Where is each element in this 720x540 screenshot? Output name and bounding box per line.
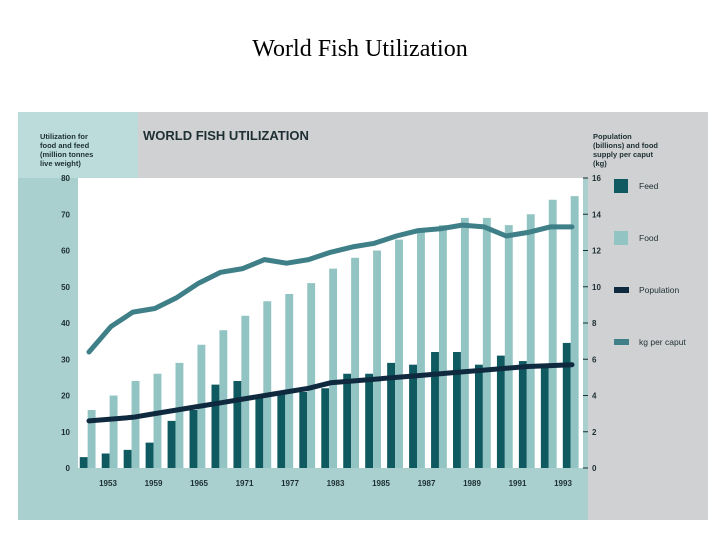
bar-feed	[365, 373, 374, 468]
bar-food	[373, 250, 381, 468]
x-tick-label: 1971	[236, 479, 254, 488]
x-tick-label: 1965	[190, 479, 208, 488]
bar-feed	[518, 361, 527, 468]
legend-swatch-population	[614, 287, 629, 293]
bar-food	[460, 217, 469, 468]
bar-food	[526, 214, 535, 468]
bar-food	[263, 301, 272, 468]
line-kg-per-caput	[86, 222, 575, 355]
x-tick-label: 1977	[281, 479, 299, 488]
bar-food	[109, 395, 118, 468]
bar-feed	[562, 342, 571, 468]
x-tick-label: 1959	[145, 479, 163, 488]
bar-food	[131, 381, 140, 468]
left-axis-header-background	[18, 112, 138, 178]
bar-food	[87, 410, 96, 468]
left-tick-label: 40	[61, 319, 70, 328]
left-tick-label: 80	[61, 174, 70, 183]
legend-swatch-feed	[614, 179, 628, 193]
bar-food	[417, 232, 425, 468]
bar-feed	[255, 395, 264, 468]
right-tick-label: 10	[592, 283, 601, 292]
bar-feed	[453, 352, 461, 468]
bar-food	[438, 225, 447, 468]
legend-label-population: Population	[639, 285, 679, 295]
left-tick-label: 60	[61, 247, 70, 256]
bar-food	[548, 199, 557, 468]
legend-panel-background	[588, 112, 708, 520]
right-axis-title: Population (billions) and food supply per …	[593, 132, 658, 168]
bar-feed	[277, 391, 286, 468]
legend-label-food: Food	[639, 233, 659, 243]
line-population	[86, 362, 575, 424]
bar-food	[482, 217, 491, 468]
bar-food	[570, 196, 579, 468]
bar-food	[241, 315, 250, 468]
left-tick-label: 70	[61, 210, 70, 219]
bar-feed	[496, 355, 505, 468]
bar-feed	[145, 442, 154, 468]
bar-feed	[123, 449, 132, 468]
bar-feed	[167, 420, 176, 468]
legend-swatch-food	[614, 231, 628, 245]
right-tick-label: 6	[592, 355, 597, 364]
bar-feed	[101, 453, 110, 468]
right-tick-label: 8	[592, 319, 597, 328]
right-tick-label: 12	[592, 247, 601, 256]
left-tick-label: 10	[61, 428, 70, 437]
bar-feed	[409, 364, 418, 468]
left-tick-label: 20	[61, 392, 70, 401]
x-tick-label: 1991	[509, 479, 527, 488]
bar-food	[504, 225, 513, 468]
bar-feed	[474, 364, 483, 468]
chart-title: WORLD FISH UTILIZATION	[143, 128, 309, 143]
title-band-background	[138, 112, 588, 178]
bar-food	[175, 362, 184, 468]
right-tick-label: 14	[592, 210, 601, 219]
bar-food	[153, 373, 162, 468]
bar-food	[285, 294, 294, 468]
right-tick-label: 2	[592, 428, 597, 437]
bar-feed	[211, 384, 220, 468]
slide-title: World Fish Utilization	[252, 36, 468, 62]
bar-feed	[79, 457, 88, 468]
legend-label-kg-per-caput: kg per caput	[639, 337, 686, 347]
bar-feed	[321, 388, 330, 468]
chart-panel: Utilization for food and feed (million ton…	[18, 112, 708, 520]
bar-feed	[387, 362, 396, 468]
bar-feed	[233, 381, 242, 468]
left-tick-label: 30	[61, 355, 70, 364]
x-tick-label: 1983	[327, 479, 345, 488]
bar-feed	[343, 373, 352, 468]
bar-food	[219, 330, 228, 468]
x-tick-label: 1989	[463, 479, 481, 488]
x-tick-label: 1987	[418, 479, 436, 488]
bar-food	[329, 268, 338, 468]
x-tick-label: 1953	[99, 479, 117, 488]
bar-food	[307, 283, 316, 468]
bar-feed	[540, 366, 549, 468]
bar-food	[351, 257, 360, 468]
x-tick-label: 1985	[372, 479, 390, 488]
legend-label-feed: Feed	[639, 181, 659, 191]
left-tick-label: 0	[66, 464, 71, 473]
right-tick-label: 16	[592, 174, 601, 183]
bar-feed	[189, 410, 198, 468]
legend-swatch-kg-per-caput	[614, 339, 629, 345]
right-tick-label: 4	[592, 392, 597, 401]
bar-food	[395, 239, 403, 468]
left-tick-label: 50	[61, 283, 70, 292]
bar-feed	[299, 391, 308, 468]
right-tick-label: 0	[592, 464, 597, 473]
bar-feed	[431, 352, 439, 468]
left-axis-title: Utilization for food and feed (million ton…	[40, 132, 93, 168]
x-tick-label: 1993	[554, 479, 572, 488]
fish-utilization-chart: Utilization for food and feed (million ton…	[18, 112, 708, 520]
